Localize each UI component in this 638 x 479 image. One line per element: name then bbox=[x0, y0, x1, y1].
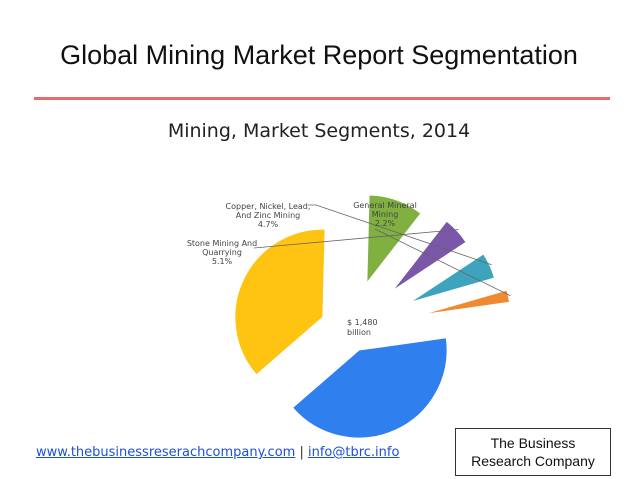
leader-line-4 bbox=[253, 229, 459, 249]
company-line-1: The Business bbox=[490, 435, 576, 451]
slice-label-5: Copper, Nickel, Lead, And Zinc Mining 4.7% bbox=[226, 202, 311, 229]
slice-label-line: 4.7% bbox=[258, 220, 279, 229]
leader-line-5 bbox=[308, 204, 492, 266]
pie-slice-3 bbox=[366, 194, 422, 285]
slice-label-line: Quarrying bbox=[202, 248, 242, 257]
footer-links: www.thebusinessreserachcompany.com | inf… bbox=[36, 445, 399, 460]
slice-label-4: Stone Mining And Quarrying 5.1% bbox=[187, 239, 257, 266]
pie-slices bbox=[234, 194, 511, 439]
slice-label-line: And Zinc Mining bbox=[236, 211, 300, 220]
center-total-value: $ 1,480 bbox=[347, 318, 378, 327]
pie-slice-6 bbox=[422, 289, 511, 316]
email-link[interactable]: info@tbrc.info bbox=[307, 445, 400, 460]
slice-label-line: General Mineral bbox=[353, 201, 417, 210]
pie-slice-1 bbox=[291, 337, 448, 439]
slice-labels: Stone Mining And Quarrying 5.1% Copper, Nic… bbox=[187, 201, 417, 266]
chart-title: Mining, Market Segments, 2014 bbox=[167, 120, 471, 142]
company-line-2: Research Company bbox=[471, 453, 595, 469]
pie-slice-5 bbox=[409, 253, 496, 303]
center-total-unit: billion bbox=[347, 328, 371, 337]
company-box: The Business Research Company bbox=[455, 428, 611, 476]
slice-label-line: Stone Mining And bbox=[187, 239, 257, 248]
slice-label-6: General Mineral Mining 2.2% bbox=[353, 201, 417, 228]
slice-label-line: 2.2% bbox=[375, 219, 396, 228]
leader-line-6 bbox=[374, 228, 511, 297]
footer-separator: | bbox=[295, 445, 308, 460]
leader-lines bbox=[253, 204, 511, 297]
slice-label-line: 5.1% bbox=[212, 257, 233, 266]
center-total-label: $ 1,480 billion bbox=[347, 318, 380, 337]
slide-title: Global Mining Market Report Segmentation bbox=[60, 40, 578, 70]
website-link[interactable]: www.thebusinessreserachcompany.com bbox=[36, 445, 296, 460]
title-divider bbox=[34, 97, 610, 100]
slice-label-line: Copper, Nickel, Lead, bbox=[226, 202, 311, 211]
slice-label-line: Mining bbox=[372, 210, 399, 219]
pie-slice-2 bbox=[234, 228, 326, 376]
